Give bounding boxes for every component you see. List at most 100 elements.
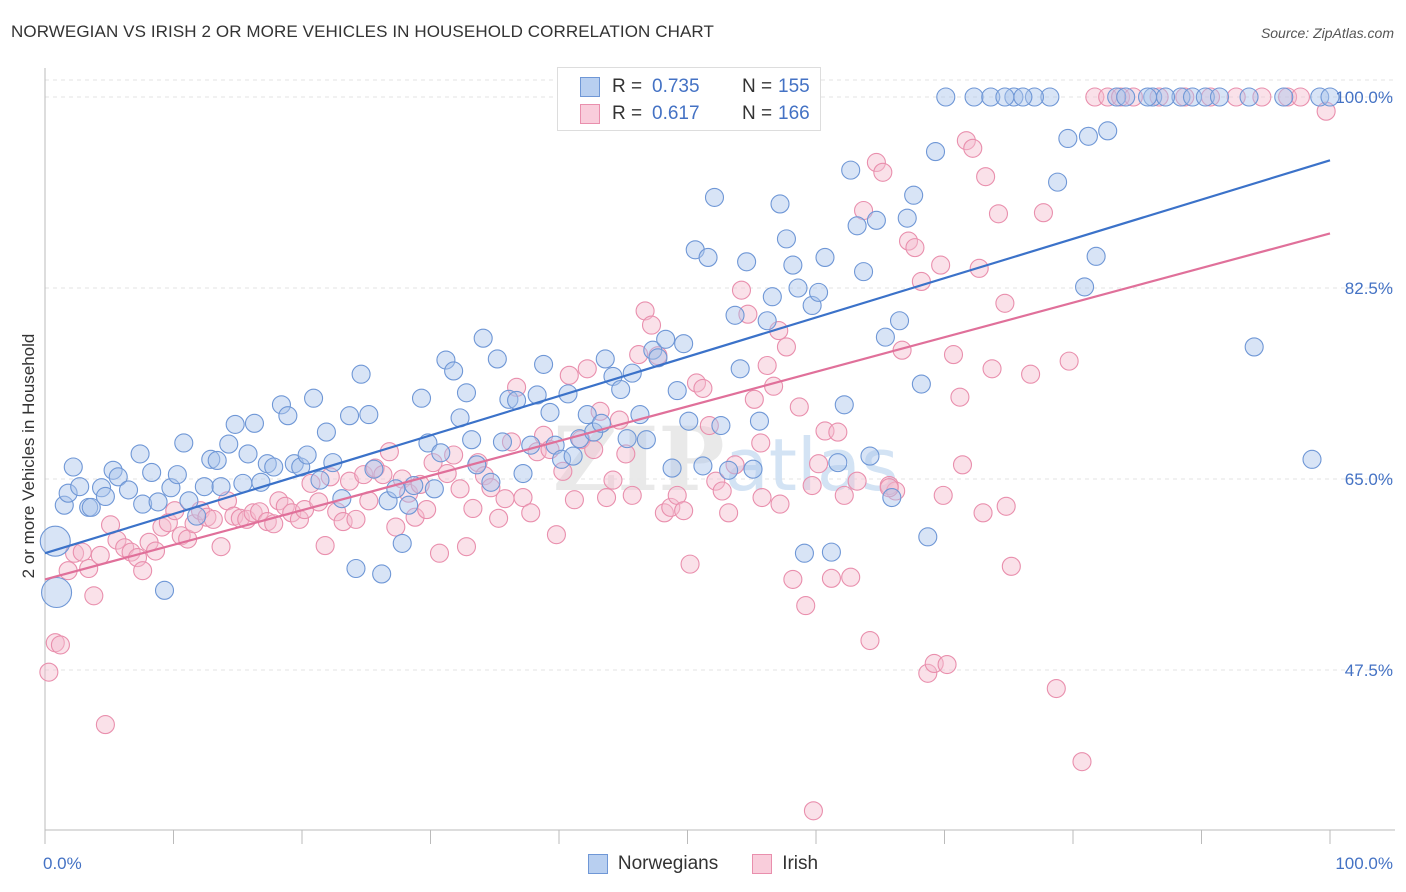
pink-swatch	[580, 104, 600, 124]
irish-point	[674, 501, 694, 521]
norwegian-point	[911, 374, 931, 394]
y-axis-label: 2 or more Vehicles in Household	[19, 333, 38, 579]
irish-point	[847, 471, 867, 491]
norwegian-point	[860, 446, 880, 466]
norwegian-point	[897, 208, 917, 228]
norwegian-point	[1078, 126, 1098, 146]
norwegian-point	[925, 142, 946, 162]
irish-point	[315, 536, 335, 556]
norwegian-point	[436, 350, 456, 370]
norwegian-point	[462, 430, 482, 450]
norwegian-point	[1040, 87, 1060, 107]
irish-point	[450, 479, 470, 499]
norwegian-point	[174, 433, 194, 453]
irish-point	[603, 470, 623, 490]
irish-point	[937, 654, 957, 675]
axes	[44, 68, 1395, 844]
norwegian-point	[1195, 87, 1215, 107]
norwegian-point	[656, 329, 676, 349]
norwegian-point	[704, 187, 725, 207]
norwegian-point	[737, 252, 757, 272]
norwegian-point	[875, 327, 895, 347]
irish-point	[803, 801, 823, 821]
norwegian-point	[372, 564, 392, 584]
irish-point	[976, 167, 996, 187]
irish-point	[860, 630, 880, 651]
irish-point	[203, 509, 223, 529]
irish-point	[725, 455, 745, 475]
norwegian-point	[679, 411, 699, 431]
irish-point	[757, 355, 777, 376]
irish-point	[641, 315, 662, 335]
irish-point	[933, 485, 953, 505]
norwegian-point	[828, 453, 848, 473]
n-label: N =	[742, 103, 773, 124]
norwegian-point	[847, 216, 867, 236]
norwegian-point	[492, 432, 513, 452]
irish-point	[386, 517, 406, 537]
norwegian-point	[278, 406, 298, 426]
irish-point	[802, 475, 822, 496]
norwegian-point	[264, 457, 284, 477]
r-value: 0.617	[652, 103, 700, 124]
norwegian-point	[936, 87, 956, 107]
series-legend: Norwegians Irish	[0, 852, 1406, 876]
irish-point	[1290, 87, 1310, 107]
norwegian-point	[788, 278, 808, 298]
blue-swatch	[580, 77, 600, 97]
irish-point	[943, 345, 964, 365]
blue-swatch	[587, 854, 608, 874]
legend-row-irish: R = 0.617 N = 166	[558, 100, 810, 128]
n-value: 155	[778, 76, 810, 97]
norwegian-point	[841, 160, 861, 180]
irish-point	[744, 389, 764, 409]
irish-point	[982, 359, 1002, 379]
norwegian-point	[1058, 128, 1078, 149]
norwegian-point	[359, 405, 379, 425]
norwegian-point	[58, 483, 78, 503]
irish-point	[456, 537, 477, 557]
irish-point	[463, 498, 483, 519]
norwegian-point	[534, 354, 554, 374]
norwegian-point	[39, 525, 71, 557]
norwegian-point	[297, 445, 317, 465]
irish-point	[789, 397, 809, 417]
norwegian-point	[794, 543, 814, 563]
norwegian-point	[424, 479, 444, 499]
irish-point	[680, 554, 700, 574]
irish-point	[513, 488, 533, 508]
irish-point	[918, 663, 938, 683]
norwegian-point	[142, 462, 162, 483]
irish-point	[546, 525, 566, 545]
norwegian-point	[1137, 87, 1158, 107]
norwegian-point	[1155, 87, 1176, 107]
irish-point	[1046, 679, 1066, 699]
norwegian-point	[1310, 87, 1330, 107]
irish-point	[731, 280, 752, 300]
irish-point	[770, 494, 790, 514]
y-tick-label: 47.5%	[1345, 661, 1393, 680]
irish-point	[995, 293, 1015, 313]
legend-item-norwegians: Norwegians	[587, 852, 718, 876]
irish-point	[84, 586, 104, 606]
norwegian-point	[1048, 172, 1068, 192]
stats-legend: R = 0.735 N = 155 R = 0.617 N = 166	[557, 67, 821, 131]
norwegian-point	[1013, 87, 1033, 107]
norwegian-point	[889, 311, 910, 331]
irish-point	[719, 503, 739, 523]
norwegian-point	[595, 349, 615, 369]
x-tick-label: 100.0%	[1335, 854, 1393, 873]
norwegian-point	[853, 262, 874, 282]
irish-point	[346, 509, 366, 529]
irish-point	[834, 485, 854, 505]
irish-point	[495, 489, 515, 509]
irish-point	[269, 491, 289, 511]
norwegian-point	[133, 494, 153, 514]
norwegian-point	[1244, 337, 1264, 357]
legend-label: Irish	[782, 853, 819, 874]
norwegian-point	[762, 287, 782, 307]
irish-point	[417, 500, 437, 520]
norwegian-point	[577, 405, 597, 425]
chart-title: NORWEGIAN VS IRISH 2 OR MORE VEHICLES IN…	[11, 22, 714, 41]
